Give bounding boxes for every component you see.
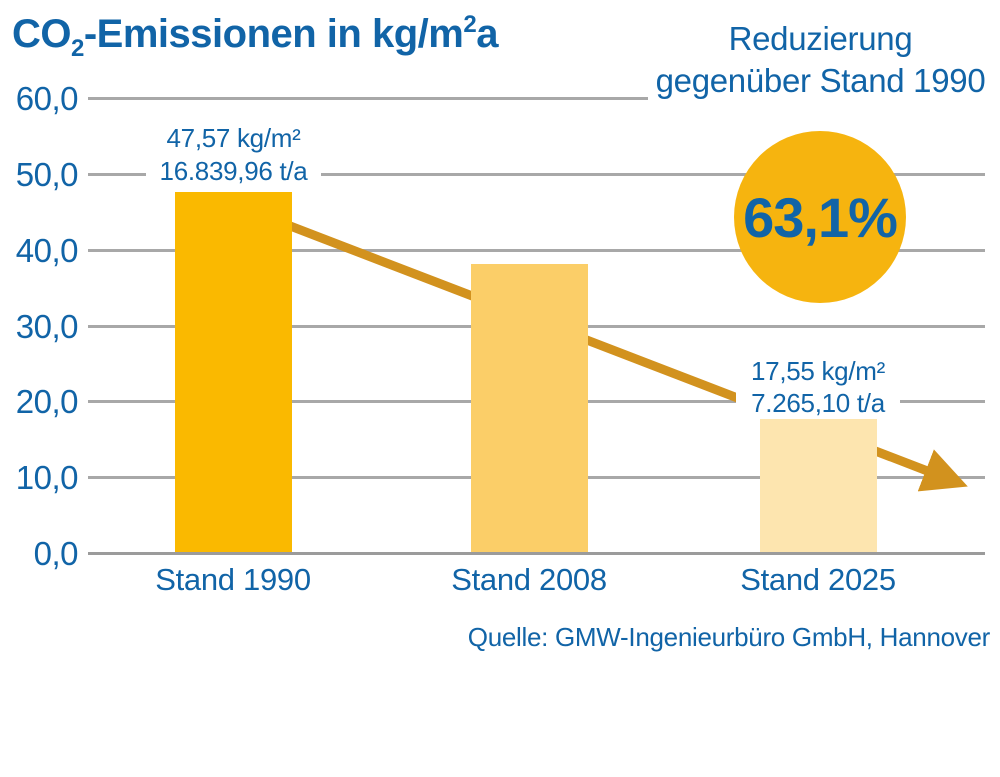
bar-stand-2025 [760,419,877,552]
title-prefix: CO [12,12,72,56]
ytick-10: 10,0 [15,459,79,496]
x-axis-baseline [88,552,985,555]
gridline-40 [88,249,985,252]
ytick-50: 50,0 [15,156,79,193]
bar-stand-2008 [471,264,588,552]
bar-1990-value-label: 47,57 kg/m² 16.839,96 t/a [146,122,321,188]
ytick-20: 20,0 [15,383,79,420]
reduction-caption-line2: gegenüber Stand 1990 [655,62,986,99]
ytick-0: 0,0 [33,535,79,572]
ytick-30: 30,0 [15,308,79,345]
bar-2025-kg-value: 17,55 kg/m² [751,356,885,386]
bar-stand-1990 [175,192,292,552]
xtick-stand-1990: Stand 1990 [155,562,311,597]
gridline-50 [88,173,985,176]
bar-1990-kg-value: 47,57 kg/m² [166,123,301,153]
bar-1990-tons-value: 16.839,96 t/a [159,156,308,186]
reduction-badge-circle: 63,1% [734,131,906,303]
ytick-60: 60,0 [15,80,79,117]
title-suffix: a [476,12,498,56]
source-credit: Quelle: GMW-Ingenieurbüro GmbH, Hannover [467,622,991,652]
title-middle: -Emissionen in kg/m [83,12,464,56]
reduction-percentage: 63,1% [743,185,898,249]
title-subscript: 2 [71,35,84,62]
reduction-caption-line1: Reduzierung [728,20,913,57]
chart-title: CO2-Emissionen in kg/m2a [12,11,498,61]
gridline-60 [88,97,985,100]
bar-2025-value-label: 17,55 kg/m² 7.265,10 t/a [736,355,900,419]
bar-2025-tons-value: 7.265,10 t/a [751,388,885,418]
xtick-stand-2008: Stand 2008 [451,562,607,597]
ytick-40: 40,0 [15,232,79,269]
reduction-caption: Reduzierung gegenüber Stand 1990 [648,18,993,102]
title-superscript: 2 [463,11,477,38]
xtick-stand-2025: Stand 2025 [740,562,896,597]
